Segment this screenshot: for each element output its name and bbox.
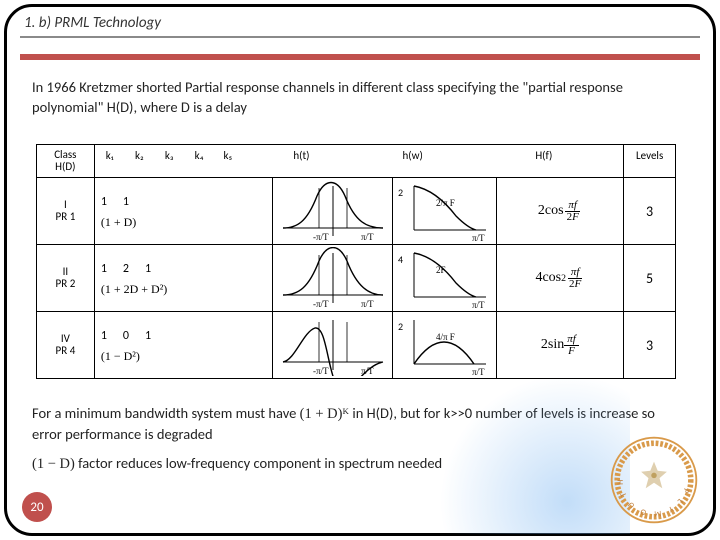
svg-text:4: 4 xyxy=(398,253,403,266)
col-k4: k₄ xyxy=(184,145,214,177)
footnote-2: (1 − D) factor reduces low-frequency com… xyxy=(32,454,688,475)
col-k2: k₂ xyxy=(124,145,154,177)
cell-hw: 4 2F π/T xyxy=(392,245,496,311)
university-seal-icon: P L Y M O U T H xyxy=(608,434,700,526)
expr-1plusD-K: (1 + D)ᴷ xyxy=(300,406,349,422)
intro-text: In 1966 Kretzmer shorted Partial respons… xyxy=(32,78,688,117)
table-row: IVPR 4 101 (1 − D²) -π/T π/T 2 4/π F π/T… xyxy=(37,311,675,378)
svg-text:-π/T: -π/T xyxy=(313,232,329,242)
cell-ht: -π/T π/T xyxy=(272,312,392,378)
col-hf: H(f) xyxy=(464,145,623,177)
cell-ht: -π/T π/T xyxy=(272,245,392,311)
cell-hw: 2 4/π F π/T xyxy=(392,312,496,378)
table-row: IIPR 2 121 (1 + 2D + D²) -π/T π/T 4 2F π… xyxy=(37,244,675,311)
slide-title: 1. b) PRML Technology xyxy=(24,14,696,32)
svg-text:π/T: π/T xyxy=(472,233,485,242)
col-levels: Levels xyxy=(623,145,675,177)
col-hw: h(w) xyxy=(361,145,464,177)
svg-text:π/T: π/T xyxy=(361,232,374,242)
table-row: IPR 1 11 (1 + D) -π/T π/T 2 2/π F π/T 2c… xyxy=(37,178,675,244)
footnote-1: For a minimum bandwidth system must have… xyxy=(32,404,688,444)
col-k3: k₃ xyxy=(154,145,184,177)
cell-hf: 2cos πf2F xyxy=(496,178,624,244)
svg-text:π/T: π/T xyxy=(361,299,374,309)
cell-levels: 5 xyxy=(623,245,675,311)
col-ht: h(t) xyxy=(242,145,361,177)
cell-hw: 2 2/π F π/T xyxy=(392,178,496,244)
svg-text:π/T: π/T xyxy=(472,367,485,376)
expr-1minusD: (1 − D) xyxy=(32,456,75,472)
cell-coeffs: 101 (1 − D²) xyxy=(95,312,272,378)
rule-dark xyxy=(20,36,700,38)
svg-text:-π/T: -π/T xyxy=(313,299,329,309)
pr-classes-table: ClassH(D) k₁ k₂ k₃ k₄ k₅ h(t) h(w) H(f) … xyxy=(36,144,676,379)
col-k1: k₁ xyxy=(95,145,125,177)
svg-text:π/T: π/T xyxy=(361,366,374,376)
cell-coeffs: 121 (1 + 2D + D²) xyxy=(95,245,272,311)
cell-levels: 3 xyxy=(623,178,675,244)
cell-class: IVPR 4 xyxy=(37,312,95,378)
svg-text:2: 2 xyxy=(398,186,403,199)
cell-ht: -π/T π/T xyxy=(272,178,392,244)
rule-orange xyxy=(20,54,700,60)
cell-coeffs: 11 (1 + D) xyxy=(95,178,272,244)
svg-text:π/T: π/T xyxy=(472,300,485,309)
svg-text:-π/T: -π/T xyxy=(313,366,329,376)
cell-class: IPR 1 xyxy=(37,178,95,244)
cell-hf: 4cos2 πf2F xyxy=(496,245,624,311)
cell-class: IIPR 2 xyxy=(37,245,95,311)
cell-hf: 2sin πfF xyxy=(496,312,624,378)
table-header: ClassH(D) k₁ k₂ k₃ k₄ k₅ h(t) h(w) H(f) … xyxy=(37,145,675,178)
cell-levels: 3 xyxy=(623,312,675,378)
svg-text:2/π F: 2/π F xyxy=(436,198,455,208)
col-k5: k₅ xyxy=(214,145,242,177)
svg-text:2F: 2F xyxy=(436,265,446,275)
svg-text:4/π F: 4/π F xyxy=(436,332,455,342)
svg-text:2: 2 xyxy=(398,320,403,333)
col-class: ClassH(D) xyxy=(37,145,95,177)
page-number: 20 xyxy=(22,492,52,522)
